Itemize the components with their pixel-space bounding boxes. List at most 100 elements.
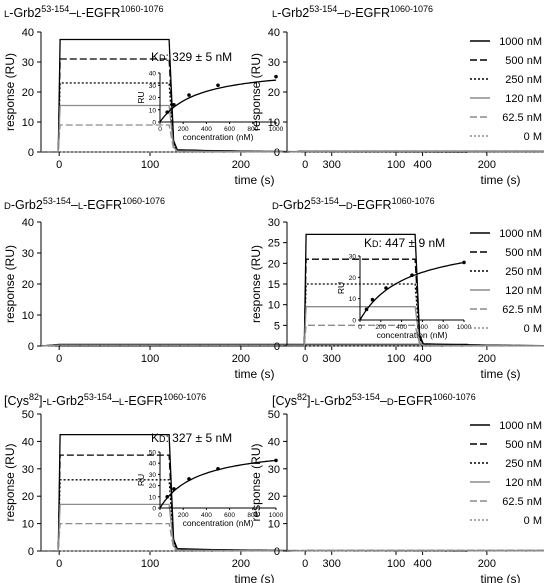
kd-label: KD: 329 ± 5 nM (151, 50, 232, 64)
title-part: -Grb2 (320, 394, 352, 408)
title-part: 53-154 (41, 4, 69, 14)
legend-label: 120 nM (505, 285, 542, 297)
legend-label: 0 M (524, 323, 542, 335)
y-tick-label: 40 (268, 27, 280, 39)
title-part: L (78, 201, 83, 212)
x-tick-label: 0 (302, 159, 308, 171)
y-tick-label: 20 (268, 258, 280, 270)
y-tick-label: 10 (22, 310, 34, 322)
title-part: [Cys (4, 394, 29, 408)
inset-y-tick-label: 10 (149, 494, 157, 501)
legend-label: 120 nM (505, 93, 542, 105)
y-axis-label: response (RU) (249, 53, 263, 131)
inset-x-tick-label: 0 (158, 126, 162, 133)
panel-title: L-Grb253-154–L-EGFR1060-1076 (4, 4, 163, 20)
inset-x-tick-label: 800 (247, 126, 258, 133)
title-part: D (4, 201, 11, 212)
sensorgram-62.5-nM (287, 324, 544, 347)
y-tick-label: 30 (22, 248, 34, 260)
kd-part: : 329 ± 5 nM (166, 50, 233, 64)
legend-label: 500 nM (505, 439, 542, 451)
sensorgram-62.5-nM (40, 344, 468, 347)
title-part: ]- (39, 394, 47, 408)
legend-label: 62.5 nM (502, 496, 542, 508)
y-tick-label: 20 (22, 491, 34, 503)
title-part: -Grb2 (279, 198, 311, 212)
panel-6: 0 10 20 30 40 50 0 100 200 300 400 time (s) response… (249, 409, 544, 583)
x-tick-label: 100 (387, 558, 405, 570)
y-tick-label: 10 (22, 519, 34, 531)
legend-label: 62.5 nM (502, 112, 542, 124)
inset-y-tick-label: 40 (149, 461, 157, 468)
inset-x-tick-label: 1000 (269, 126, 284, 133)
inset-y-tick-label: 30 (349, 254, 357, 261)
legend-label: 62.5 nM (502, 304, 542, 316)
title-part: D (272, 201, 279, 212)
y-tick-label: 40 (22, 27, 34, 39)
x-tick-label: 300 (323, 558, 341, 570)
y-tick-label: 50 (268, 409, 280, 421)
title-part: 1060-1076 (392, 196, 435, 206)
inset-x-axis-label: concentration (nM) (183, 518, 254, 528)
x-axis-label: time (s) (235, 367, 275, 381)
y-axis-label: response (RU) (3, 443, 17, 521)
y-tick-label: 30 (268, 217, 280, 229)
inset-x-tick-label: 800 (247, 512, 258, 519)
inset-data-point (216, 83, 220, 88)
y-tick-label: 40 (22, 436, 34, 448)
inset-y-tick-label: 30 (149, 472, 157, 479)
kd-part: : 447 ± 9 nM (379, 236, 446, 250)
title-part: L (76, 9, 81, 20)
inset-data-point (216, 467, 220, 471)
title-part: – (380, 394, 387, 408)
inset-x-tick-label: 600 (224, 512, 235, 519)
inset-x-tick-label: 600 (224, 126, 235, 133)
kd-part: D (159, 53, 166, 63)
x-axis-label: time (s) (481, 572, 521, 583)
x-tick-label: 200 (478, 558, 496, 570)
inset-data-point (462, 260, 466, 265)
title-part: -Grb2 (52, 394, 84, 408)
legend-label: 500 nM (505, 55, 542, 67)
kd-label: KD: 447 ± 9 nM (364, 236, 445, 250)
y-tick-label: 0 (28, 341, 34, 353)
panel-4: 0510152025300100200300400time (s)respons… (249, 217, 544, 381)
x-tick-label: 400 (413, 558, 431, 570)
inset-data-point (274, 458, 278, 463)
title-part: -EGFR (83, 198, 122, 212)
title-part: -EGFR (82, 6, 121, 20)
legend-label: 0 M (524, 515, 542, 527)
x-tick-label: 400 (413, 159, 431, 171)
title-part: -EGFR (394, 394, 433, 408)
x-tick-label: 0 (302, 353, 308, 365)
legend-label: 1000 nM (499, 420, 542, 432)
inset-y-axis-label: RU (336, 282, 346, 294)
inset-y-tick-label: 10 (349, 296, 357, 303)
inset-data-point (384, 286, 388, 290)
legend-label: 1000 nM (499, 36, 542, 48)
x-tick-label: 400 (413, 353, 431, 365)
y-tick-label: 50 (22, 409, 34, 421)
inset-x-tick-label: 400 (201, 126, 212, 133)
sensorgram-62.5-nM (41, 522, 468, 552)
inset-x-tick-label: 400 (396, 324, 407, 331)
inset-x-tick-label: 800 (438, 324, 449, 331)
inset-plot: 0 10 20 30 40 50 0 200 400 600 800 1000 concentratio… (136, 450, 284, 529)
title-part: – (112, 394, 119, 408)
x-axis-label: time (s) (235, 572, 275, 583)
y-tick-label: 25 (268, 238, 280, 250)
inset-fit-curve (359, 261, 465, 321)
y-tick-label: 0 (28, 546, 34, 558)
inset-x-tick-label: 200 (178, 126, 189, 133)
kd-part: K (364, 236, 372, 250)
inset-fit-curve (159, 79, 277, 123)
x-tick-label: 200 (232, 558, 250, 570)
title-part: 53-154 (84, 392, 112, 402)
title-part: 82 (297, 392, 307, 402)
title-part: 53-154 (309, 4, 337, 14)
y-tick-label: 30 (22, 464, 34, 476)
inset-y-tick-label: 50 (149, 450, 157, 457)
x-tick-label: 300 (323, 159, 341, 171)
title-part: [Cys (272, 394, 297, 408)
